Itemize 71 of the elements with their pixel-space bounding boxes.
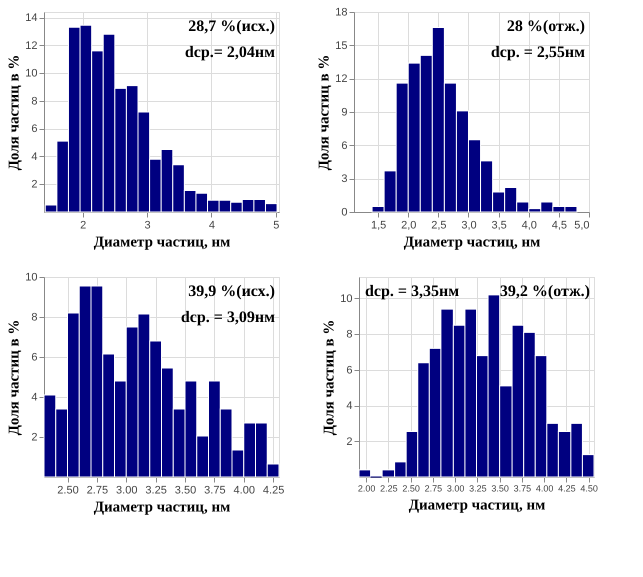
x-tick-label: 4.00 <box>536 484 554 494</box>
annotation: dср.= 2,04нм <box>184 44 276 61</box>
x-axis-title: Диаметр частиц, нм <box>404 234 540 250</box>
x-tick-label: 3.00 <box>116 484 138 496</box>
y-tick-label: 12 <box>335 73 348 86</box>
y-tick-label: 10 <box>25 68 38 80</box>
x-tick-label: 2.75 <box>424 484 442 494</box>
x-tick-label: 2.50 <box>57 484 79 496</box>
y-tick-label: 4 <box>31 150 38 163</box>
x-tick-label: 3.25 <box>145 484 167 496</box>
y-tick-label: 10 <box>25 272 38 284</box>
y-tick-label: 0 <box>341 206 348 218</box>
y-tick-label: 8 <box>346 328 352 341</box>
x-tick-label: 4.25 <box>558 484 576 494</box>
y-tick-label: 6 <box>346 364 352 376</box>
x-tick-label: 2.75 <box>86 484 108 496</box>
x-tick-label: 3 <box>144 220 151 232</box>
x-tick-label: 2,5 <box>431 220 447 232</box>
x-tick-label: 2.25 <box>380 484 398 494</box>
x-tick-label: 5 <box>273 220 280 232</box>
y-tick-label: 8 <box>31 95 38 108</box>
y-tick-label: 6 <box>341 140 348 152</box>
y-tick-label: 10 <box>340 292 352 305</box>
x-tick-label: 2,0 <box>401 220 416 232</box>
y-tick-label: 2 <box>31 178 38 191</box>
annotation: dср. = 3,35нм <box>365 283 460 300</box>
y-tick-label: 8 <box>31 312 38 324</box>
y-tick-label: 4 <box>346 400 352 412</box>
x-axis-title: Диаметр частиц, нм <box>94 234 230 250</box>
y-axis-title: Доля частиц в % <box>6 54 22 170</box>
y-tick-label: 2 <box>31 432 38 444</box>
x-tick-label: 3.50 <box>174 484 196 496</box>
x-axis-title: Диаметр частиц, нм <box>94 500 230 516</box>
x-tick-label: 4,5 <box>552 220 568 232</box>
x-tick-label: 3.75 <box>514 484 532 494</box>
annotation: dср. = 3,09нм <box>180 309 276 326</box>
x-tick-label: 5,0 <box>574 220 590 232</box>
y-tick-label: 4 <box>31 392 38 404</box>
y-axis-title: Доля частиц в % <box>6 320 22 436</box>
y-tick-label: 6 <box>31 123 38 136</box>
x-tick-label: 3,0 <box>461 220 477 232</box>
x-tick-label: 2 <box>80 220 86 232</box>
y-tick-label: 12 <box>25 40 38 52</box>
y-axis-title: Доля частиц в % <box>316 54 332 170</box>
annotation: 28 %(отж.) <box>506 18 585 35</box>
x-tick-label: 4 <box>208 220 215 232</box>
y-tick-label: 15 <box>335 40 348 52</box>
annotation: 39,2 %(отж.) <box>500 283 590 300</box>
x-tick-label: 3.75 <box>204 484 226 496</box>
x-tick-label: 3.50 <box>491 484 509 494</box>
y-tick-label: 9 <box>341 106 348 118</box>
y-tick-label: 2 <box>346 436 352 448</box>
x-tick-label: 1,5 <box>370 220 386 232</box>
y-tick-label: 6 <box>31 352 38 364</box>
annotation: 28,7 %(исх.) <box>188 18 275 35</box>
y-tick-label: 3 <box>341 173 348 186</box>
y-axis-title: Доля частиц в % <box>321 320 338 436</box>
annotation: 39,9 %(исх.) <box>188 283 275 300</box>
x-tick-label: 3.25 <box>469 484 487 494</box>
x-tick-label: 4.00 <box>234 484 255 496</box>
x-axis-title: Диаметр частиц, нм <box>408 498 546 514</box>
x-tick-label: 2.50 <box>402 484 420 494</box>
x-tick-label: 3,5 <box>491 220 507 232</box>
x-tick-label: 4,0 <box>522 220 537 232</box>
y-tick-label: 18 <box>335 6 348 18</box>
x-tick-label: 4.25 <box>262 484 284 496</box>
x-tick-label: 3.00 <box>446 484 464 494</box>
x-tick-label: 2.00 <box>358 484 376 494</box>
y-tick-label: 14 <box>25 12 38 24</box>
x-tick-label: 4.50 <box>580 484 598 494</box>
annotation: dср. = 2,55нм <box>490 44 586 61</box>
